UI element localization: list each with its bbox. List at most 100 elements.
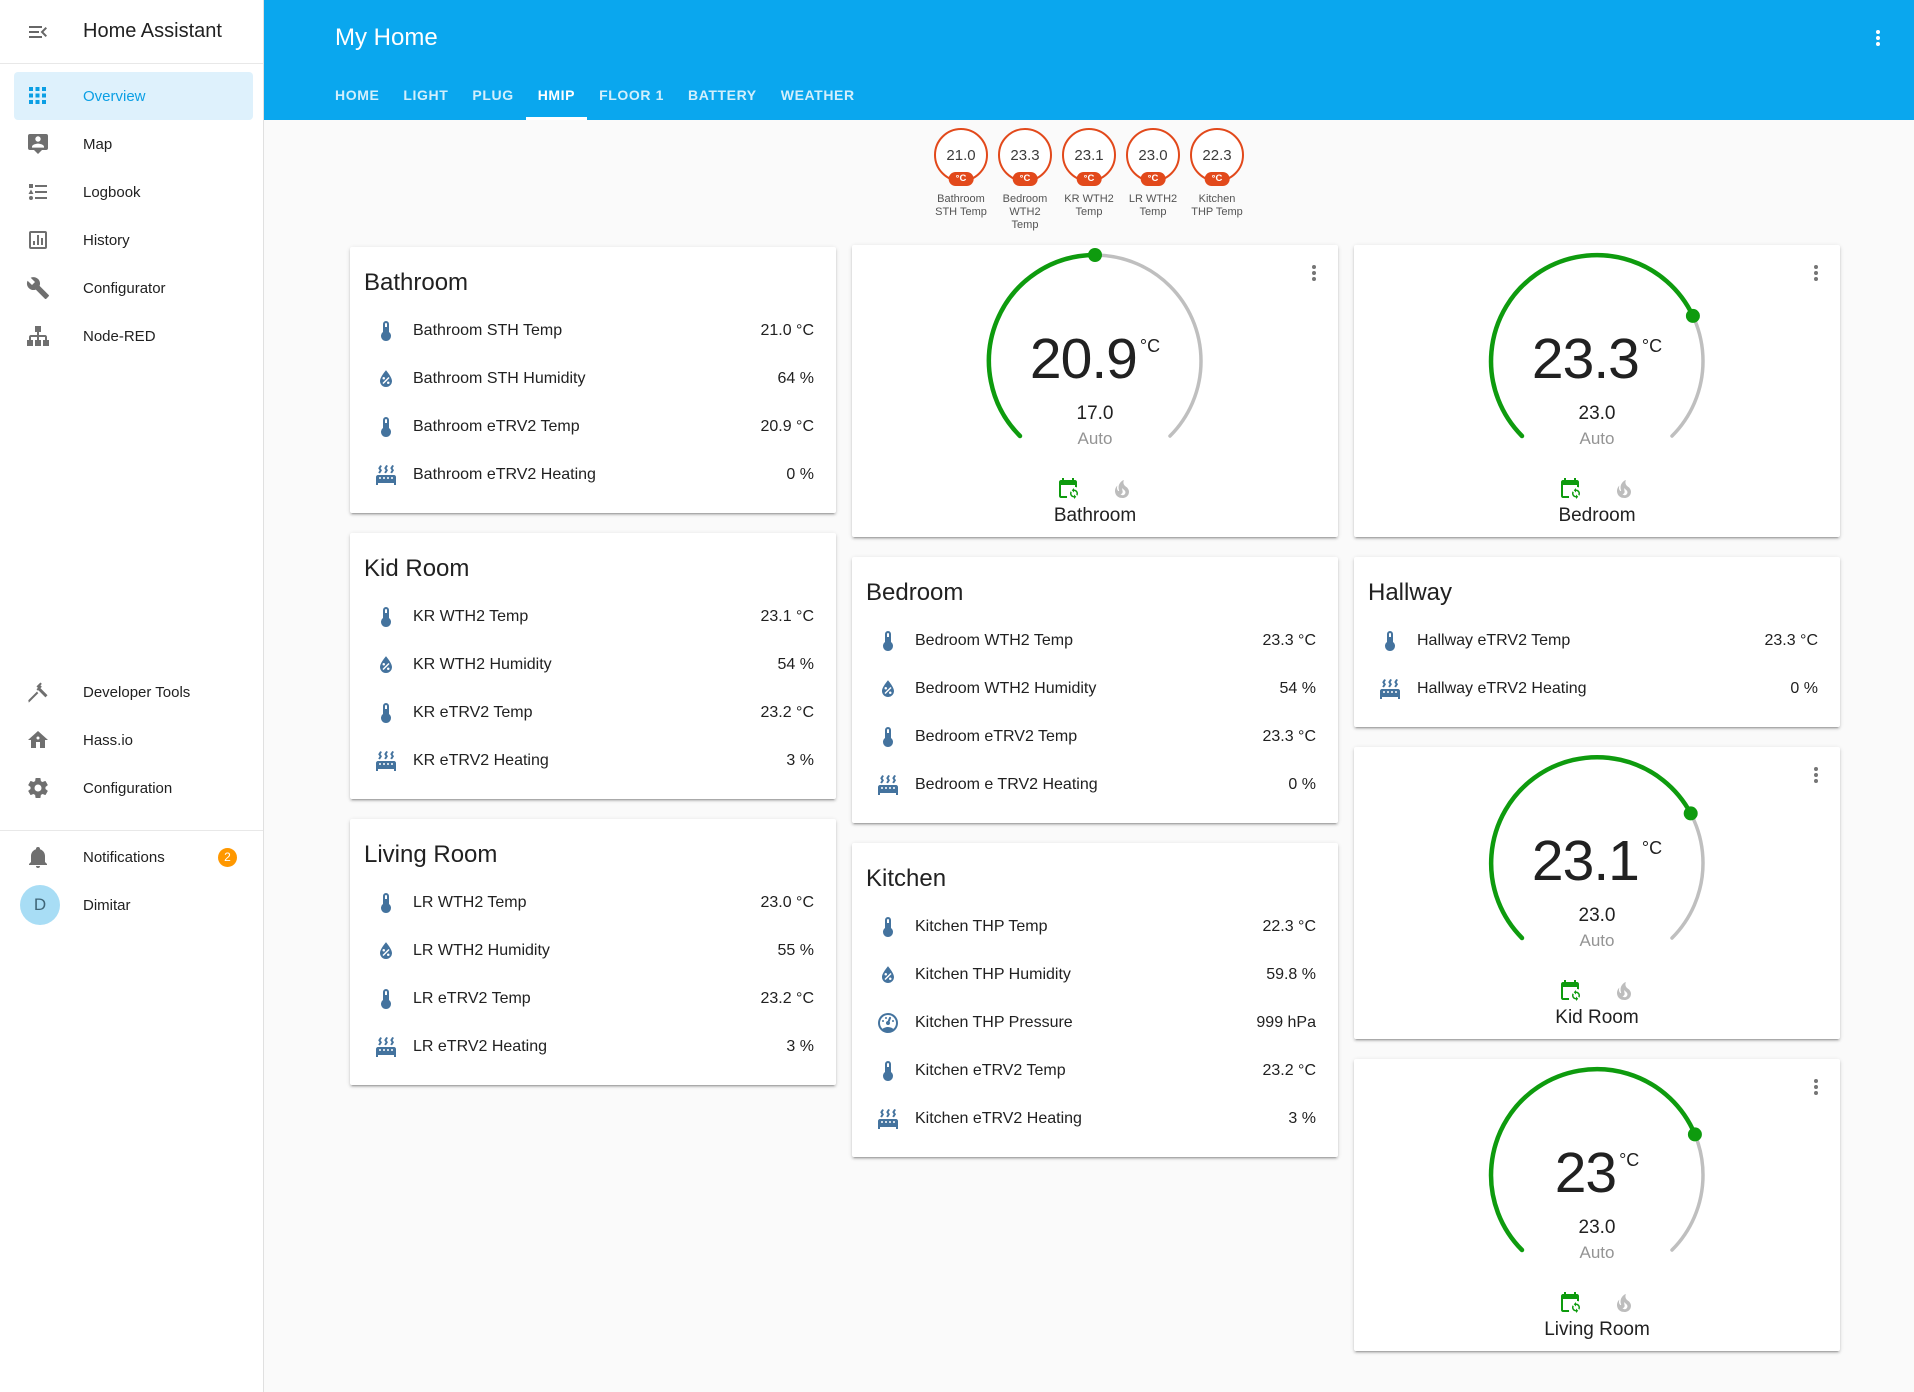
tab-hmip[interactable]: HMIP — [525, 72, 588, 120]
fire-icon[interactable] — [1612, 477, 1636, 501]
sidebar-item-node-red[interactable]: Node-RED — [14, 312, 253, 360]
sidebar-item-label: Configurator — [83, 279, 166, 297]
more-options-icon[interactable] — [1804, 261, 1828, 285]
sidebar-item-label: Logbook — [83, 183, 141, 201]
entity-name: Hallway eTRV2 Heating — [1417, 680, 1587, 697]
sidebar-item-overview[interactable]: Overview — [14, 72, 253, 120]
entity-name: Bedroom eTRV2 Temp — [915, 728, 1078, 745]
thermostat-dial[interactable]: 23.1 °C 23.0 Auto — [1481, 747, 1713, 979]
entity-row-lr-wth2-humidity[interactable]: LR WTH2 Humidity 55 % — [374, 927, 814, 975]
sidebar-item-label: Map — [83, 135, 113, 153]
dial-handle[interactable] — [1088, 248, 1102, 262]
dial-handle[interactable] — [1685, 308, 1700, 323]
entity-row-bathroom-etrv2-heating[interactable]: Bathroom eTRV2 Heating 0 % — [374, 451, 814, 499]
more-options-icon[interactable] — [1804, 763, 1828, 787]
poll-box-icon — [29, 231, 47, 249]
entity-row-hallway-etrv2-heating[interactable]: Hallway eTRV2 Heating 0 % — [1378, 665, 1818, 713]
entity-name: KR eTRV2 Heating — [413, 752, 549, 769]
entity-row-lr-etrv2-heating[interactable]: LR eTRV2 Heating 3 % — [374, 1023, 814, 1071]
calendar-sync-icon[interactable] — [1558, 979, 1582, 1003]
target-temperature: 23.0 — [1578, 403, 1616, 424]
tab-floor-1[interactable]: FLOOR 1 — [599, 86, 664, 103]
badge-circle: 21.0 °C — [934, 128, 988, 186]
badge-label: LR WTH2 Temp — [1128, 193, 1178, 218]
calendar-sync-icon[interactable] — [1558, 477, 1582, 501]
badge-bathroom-sth-temp[interactable]: 21.0 °C Bathroom STH Temp — [932, 128, 990, 232]
entity-value: 59.8 % — [1266, 966, 1316, 983]
badge-bedroom-wth2-temp[interactable]: 23.3 °C Bedroom WTH2 Temp — [996, 128, 1054, 232]
entity-row-bathroom-etrv2-temp[interactable]: Bathroom eTRV2 Temp 20.9 °C — [374, 403, 814, 451]
current-temperature: 23 °C — [1481, 1143, 1713, 1203]
thermostat-dial[interactable]: 20.9 °C 17.0 Auto — [979, 245, 1211, 477]
entity-row-lr-etrv2-temp[interactable]: LR eTRV2 Temp 23.2 °C — [374, 975, 814, 1023]
calendar-sync-icon[interactable] — [1558, 1291, 1582, 1315]
entity-row-bathroom-sth-temp[interactable]: Bathroom STH Temp 21.0 °C — [374, 307, 814, 355]
entity-row-kitchen-thp-temp[interactable]: Kitchen THP Temp 22.3 °C — [876, 903, 1316, 951]
sidebar-item-logbook[interactable]: Logbook — [14, 168, 253, 216]
badge-unit: °C — [1012, 172, 1038, 186]
entity-row-kitchen-thp-humidity[interactable]: Kitchen THP Humidity 59.8 % — [876, 951, 1316, 999]
sidebar-item-configurator[interactable]: Configurator — [14, 264, 253, 312]
badge-circle: 23.3 °C — [998, 128, 1052, 186]
current-temperature: 23.3 °C — [1481, 329, 1713, 389]
entity-name: Kitchen eTRV2 Heating — [915, 1110, 1082, 1127]
radiator-icon — [376, 751, 396, 771]
dial-handle[interactable] — [1687, 1127, 1702, 1142]
calendar-sync-icon[interactable] — [1056, 477, 1080, 501]
badge-kitchen-thp-temp[interactable]: 22.3 °C Kitchen THP Temp — [1188, 128, 1246, 232]
entity-row-kitchen-thp-pressure[interactable]: Kitchen THP Pressure 999 hPa — [876, 999, 1316, 1047]
dots-vertical-icon — [1312, 265, 1316, 281]
thermostat-dial[interactable]: 23.3 °C 23.0 Auto — [1481, 245, 1713, 477]
card-column-2: 20.9 °C 17.0 Auto Bathroom Bedroom Bedroo… — [852, 237, 1338, 1177]
entity-row-bedroom-e-trv2-heating[interactable]: Bedroom e TRV2 Heating 0 % — [876, 761, 1316, 809]
tab-home[interactable]: HOME — [335, 86, 380, 103]
sidebar-item-history[interactable]: History — [14, 216, 253, 264]
radiator-icon — [878, 1109, 898, 1129]
entity-row-hallway-etrv2-temp[interactable]: Hallway eTRV2 Temp 23.3 °C — [1378, 617, 1818, 665]
entity-name: LR eTRV2 Heating — [413, 1038, 547, 1055]
sidebar-item-notifications[interactable]: Notifications 2 — [14, 833, 253, 881]
more-options-icon[interactable] — [1302, 261, 1326, 285]
more-options-icon[interactable] — [1804, 1075, 1828, 1099]
thermostat-dial[interactable]: 23 °C 23.0 Auto — [1481, 1059, 1713, 1291]
sidebar-item-developer-tools[interactable]: Developer Tools — [14, 668, 253, 716]
menu-open-icon[interactable] — [26, 20, 50, 44]
entity-row-bedroom-wth2-humidity[interactable]: Bedroom WTH2 Humidity 54 % — [876, 665, 1316, 713]
entity-row-lr-wth2-temp[interactable]: LR WTH2 Temp 23.0 °C — [374, 879, 814, 927]
entity-row-kitchen-etrv2-temp[interactable]: Kitchen eTRV2 Temp 23.2 °C — [876, 1047, 1316, 1095]
sidebar-item-configuration[interactable]: Configuration — [14, 764, 253, 812]
fire-icon[interactable] — [1612, 979, 1636, 1003]
sidebar-item-profile[interactable]: D Dimitar — [14, 881, 253, 929]
tab-battery[interactable]: BATTERY — [687, 86, 757, 103]
thermometer-icon — [883, 1061, 893, 1081]
entity-row-kr-etrv2-heating[interactable]: KR eTRV2 Heating 3 % — [374, 737, 814, 785]
fire-icon[interactable] — [1612, 1291, 1636, 1315]
dots-vertical-icon — [1814, 767, 1818, 783]
view-tabs: HOME LIGHT PLUG HMIP FLOOR 1 BATTERY WEATHER — [323, 72, 867, 120]
entity-row-bathroom-sth-humidity[interactable]: Bathroom STH Humidity 64 % — [374, 355, 814, 403]
dial-handle[interactable] — [1683, 806, 1698, 821]
fire-icon[interactable] — [1110, 477, 1134, 501]
badge-label: KR WTH2 Temp — [1064, 193, 1114, 218]
entity-row-kr-etrv2-temp[interactable]: KR eTRV2 Temp 23.2 °C — [374, 689, 814, 737]
more-options-icon[interactable] — [1866, 26, 1890, 50]
badge-lr-wth2-temp[interactable]: 23.0 °C LR WTH2 Temp — [1124, 128, 1182, 232]
sidebar-item-hass-io[interactable]: Hass.io — [14, 716, 253, 764]
entity-name: KR eTRV2 Temp — [413, 704, 533, 721]
entity-value: 54 % — [1279, 680, 1316, 697]
entity-row-kr-wth2-temp[interactable]: KR WTH2 Temp 23.1 °C — [374, 593, 814, 641]
entity-row-bedroom-wth2-temp[interactable]: Bedroom WTH2 Temp 23.3 °C — [876, 617, 1316, 665]
entity-row-bedroom-etrv2-temp[interactable]: Bedroom eTRV2 Temp 23.3 °C — [876, 713, 1316, 761]
radiator-icon — [1380, 679, 1400, 699]
entity-value: 3 % — [786, 1038, 814, 1055]
badge-kr-wth2-temp[interactable]: 23.1 °C KR WTH2 Temp — [1060, 128, 1118, 232]
sidebar-item-map[interactable]: Map — [14, 120, 253, 168]
badge-circle: 22.3 °C — [1190, 128, 1244, 186]
sidebar-nav: Overview Map Logbook History Configurato… — [0, 64, 263, 360]
tab-weather[interactable]: WEATHER — [780, 86, 855, 103]
tab-light[interactable]: LIGHT — [403, 86, 449, 103]
entity-row-kitchen-etrv2-heating[interactable]: Kitchen eTRV2 Heating 3 % — [876, 1095, 1316, 1143]
fire-icon — [1114, 480, 1129, 498]
tab-plug[interactable]: PLUG — [472, 86, 514, 103]
entity-row-kr-wth2-humidity[interactable]: KR WTH2 Humidity 54 % — [374, 641, 814, 689]
